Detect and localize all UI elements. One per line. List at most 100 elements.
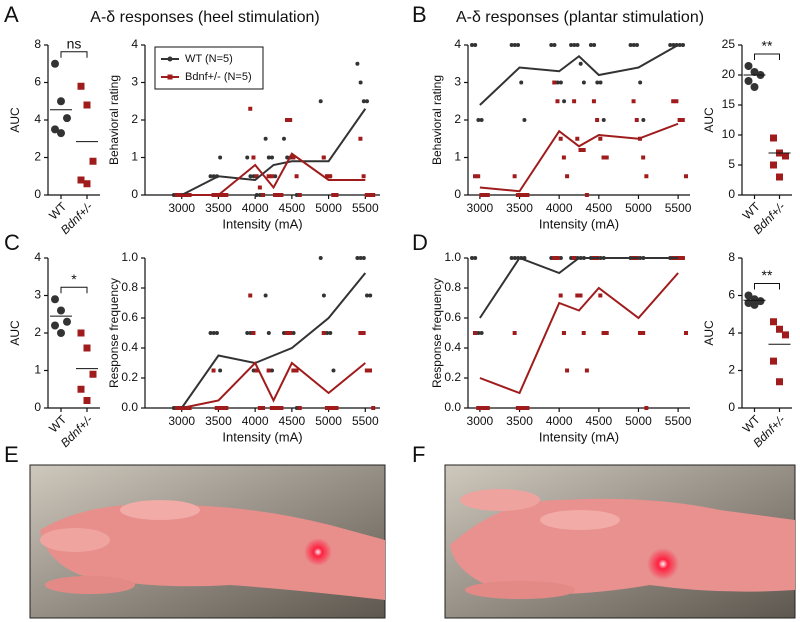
x-tick-label: 4000 — [546, 414, 573, 428]
dot — [634, 43, 639, 47]
y-tick-label: 2 — [34, 325, 41, 339]
dot — [63, 114, 71, 123]
dot — [776, 325, 783, 333]
x-tick-label: 4500 — [279, 201, 306, 215]
y-axis-label: Response frequency — [430, 278, 444, 388]
dot — [552, 256, 557, 260]
dot — [677, 43, 682, 47]
dot — [744, 62, 753, 70]
dot — [63, 317, 71, 326]
dot — [512, 174, 517, 179]
dot — [750, 300, 759, 309]
x-tick-label: 4500 — [279, 414, 306, 428]
legend-box — [154, 46, 264, 90]
dot — [217, 406, 222, 410]
x-tick-label: 3000 — [168, 201, 195, 215]
dot — [561, 331, 566, 335]
dot — [324, 174, 329, 179]
dot — [284, 331, 289, 335]
dot — [638, 80, 643, 85]
dot — [368, 368, 373, 373]
y-axis-label: Behavioral rating — [107, 75, 121, 165]
dot — [288, 118, 293, 122]
dot — [485, 406, 490, 410]
panel-letter: C — [4, 230, 20, 255]
dot — [218, 368, 223, 373]
dot — [187, 406, 192, 410]
x-tick-label: 5000 — [315, 414, 342, 428]
dot — [588, 43, 593, 47]
y-tick-label: 2 — [34, 150, 41, 164]
x-tick-label: 5500 — [665, 414, 692, 428]
dot — [178, 406, 183, 410]
dot — [485, 193, 490, 197]
legend-label: Bdnf+/- (N=5) — [185, 71, 252, 83]
dot — [637, 331, 642, 335]
dot — [328, 174, 333, 179]
series-line — [181, 152, 366, 196]
dot — [77, 329, 85, 337]
dot — [254, 174, 259, 179]
x-tick-label: 5000 — [315, 201, 342, 215]
dot — [569, 43, 574, 47]
y-tick-label: 0 — [728, 400, 735, 414]
dot — [167, 56, 173, 62]
dot — [509, 256, 514, 260]
dot — [628, 43, 633, 47]
y-tick-label: 0.8 — [121, 280, 138, 294]
dot — [331, 193, 336, 197]
dot — [291, 368, 296, 373]
dot — [575, 136, 580, 141]
dot — [519, 80, 524, 85]
dot — [512, 331, 517, 335]
y-tick-label: 0.4 — [444, 340, 461, 354]
y-tick-label: 6 — [728, 288, 735, 302]
dot — [555, 80, 560, 85]
dot — [263, 293, 268, 298]
dot — [254, 193, 259, 197]
significance-bracket — [754, 283, 780, 290]
dot — [251, 331, 256, 335]
y-axis-label: AUC — [702, 107, 716, 133]
y-tick-label: 3 — [454, 75, 461, 89]
dot — [565, 174, 570, 179]
dot — [516, 43, 521, 47]
dot — [601, 118, 606, 122]
dot — [291, 331, 296, 335]
dot — [770, 161, 777, 169]
dot — [671, 99, 676, 104]
dot — [51, 59, 59, 68]
series-line — [181, 108, 367, 196]
y-tick-label: 6 — [34, 75, 41, 89]
dot — [581, 331, 586, 335]
heading: A-δ responses (plantar stimulation) — [456, 9, 704, 26]
dot — [476, 118, 481, 122]
dot — [555, 99, 560, 104]
dot — [57, 329, 65, 337]
dot — [519, 406, 524, 410]
dot — [572, 256, 577, 260]
dot — [214, 406, 219, 410]
dot — [641, 331, 646, 335]
dot — [221, 406, 226, 410]
x-tick-label: 4000 — [242, 201, 269, 215]
dot — [51, 125, 59, 134]
dot — [83, 101, 91, 109]
dot — [361, 331, 366, 335]
dot — [224, 193, 229, 197]
dot — [248, 293, 253, 298]
dot — [472, 174, 477, 179]
significance-label: ns — [67, 35, 82, 51]
panel-letter: B — [412, 2, 427, 27]
dot — [641, 118, 646, 122]
dot — [519, 193, 524, 197]
dot — [51, 295, 59, 304]
dot — [472, 331, 477, 335]
x-tick-label: 5000 — [625, 201, 652, 215]
significance-label: ** — [762, 38, 773, 54]
x-tick-label: 5500 — [352, 201, 379, 215]
dot — [482, 193, 487, 197]
dot — [578, 148, 583, 152]
dot — [776, 173, 783, 181]
dot — [558, 80, 563, 85]
